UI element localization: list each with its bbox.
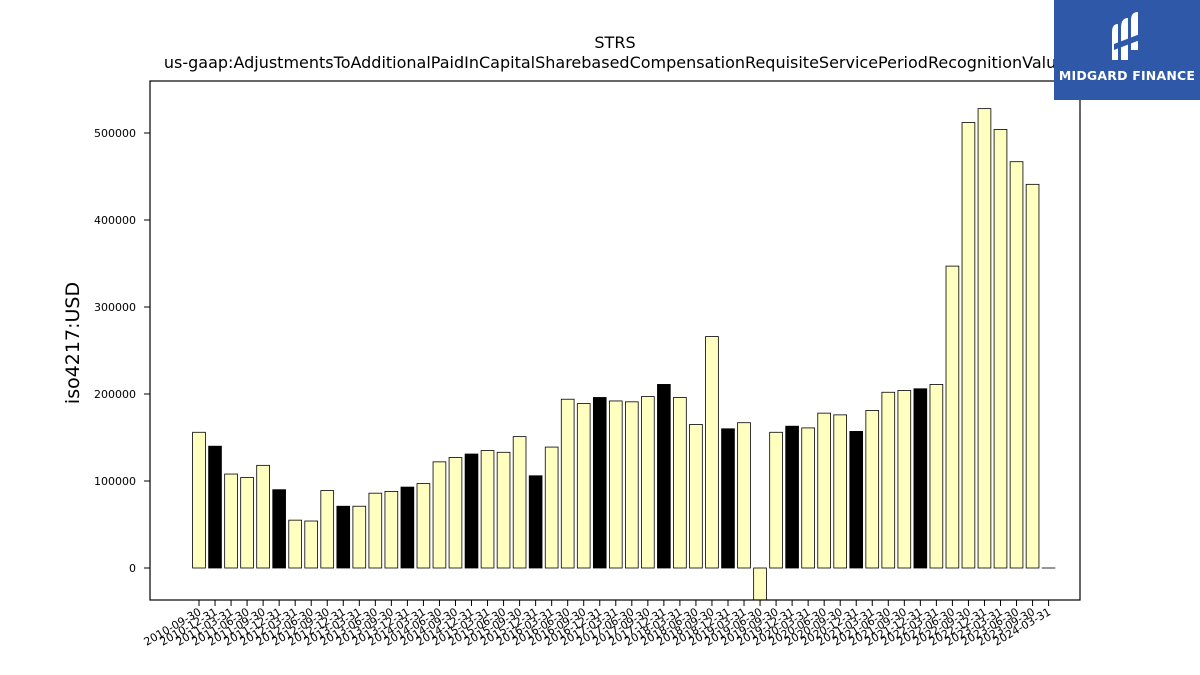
- bar: [224, 473, 238, 569]
- bar: [240, 477, 254, 569]
- y-tick-label: 0: [129, 562, 136, 575]
- bar: [881, 391, 896, 569]
- bar: [416, 483, 431, 569]
- bar: [833, 414, 847, 569]
- y-tick-label: 200000: [94, 388, 136, 401]
- bar: [576, 403, 591, 569]
- chart-title: STRS: [594, 33, 635, 52]
- bar: [673, 397, 687, 569]
- bar: [448, 457, 463, 569]
- bar: [480, 450, 495, 569]
- bar: [320, 490, 335, 569]
- bar: [272, 489, 286, 569]
- bar: [657, 384, 671, 569]
- bar: [913, 388, 928, 569]
- y-tick-label: 500000: [94, 127, 136, 140]
- bar: [352, 505, 367, 569]
- bar: [432, 461, 447, 569]
- bar: [737, 422, 751, 569]
- bar: [849, 431, 864, 569]
- logo-text: MIDGARD FINANCE: [1058, 68, 1196, 83]
- bar: [384, 491, 399, 569]
- bar: [288, 519, 302, 569]
- y-tick-label: 400000: [94, 214, 136, 227]
- bar: [560, 398, 575, 569]
- chart-subtitle: us-gaap:AdjustmentsToAdditionalPaidInCap…: [164, 53, 1066, 72]
- bar: [400, 486, 415, 569]
- logo-mark-icon: [1112, 12, 1140, 60]
- bar: [592, 397, 607, 569]
- bar: [336, 505, 351, 569]
- bar: [897, 390, 912, 569]
- x-axis-ticks: 2010-09-302010-12-312011-03-312011-06-30…: [142, 600, 1053, 649]
- bar: [929, 384, 944, 569]
- bar: [256, 464, 270, 569]
- bar: [721, 428, 735, 569]
- bar: [512, 436, 527, 569]
- bar: [817, 412, 831, 569]
- y-tick-label: 100000: [94, 475, 136, 488]
- bar: [865, 410, 880, 569]
- bar: [689, 424, 703, 569]
- bar: [528, 475, 543, 569]
- bar: [464, 453, 479, 569]
- bar: [977, 108, 992, 569]
- bar: [368, 492, 383, 569]
- bar: [1009, 161, 1024, 569]
- y-tick-label: 300000: [94, 301, 136, 314]
- bar: [208, 445, 222, 569]
- bar: [705, 336, 719, 569]
- bar: [496, 451, 511, 569]
- bar: [304, 520, 319, 569]
- bar: [993, 129, 1008, 569]
- bar: [641, 396, 655, 569]
- plot-frame: [149, 80, 1081, 601]
- bar: [544, 446, 559, 569]
- bar: [608, 400, 623, 569]
- bar: [625, 401, 639, 569]
- brand-logo: MIDGARD FINANCE: [1054, 0, 1200, 100]
- bar: [753, 567, 767, 601]
- bar: [192, 431, 206, 569]
- bar: [961, 122, 976, 569]
- bar: [769, 431, 783, 569]
- y-axis-label: iso4217:USD: [62, 282, 84, 404]
- bar: [785, 425, 799, 569]
- bar: [801, 427, 815, 569]
- bar: [945, 265, 960, 569]
- bar: [1025, 183, 1040, 569]
- bars-group: [192, 108, 1056, 601]
- y-axis-ticks: 0 100000 200000 300000 400000 500000: [94, 127, 150, 575]
